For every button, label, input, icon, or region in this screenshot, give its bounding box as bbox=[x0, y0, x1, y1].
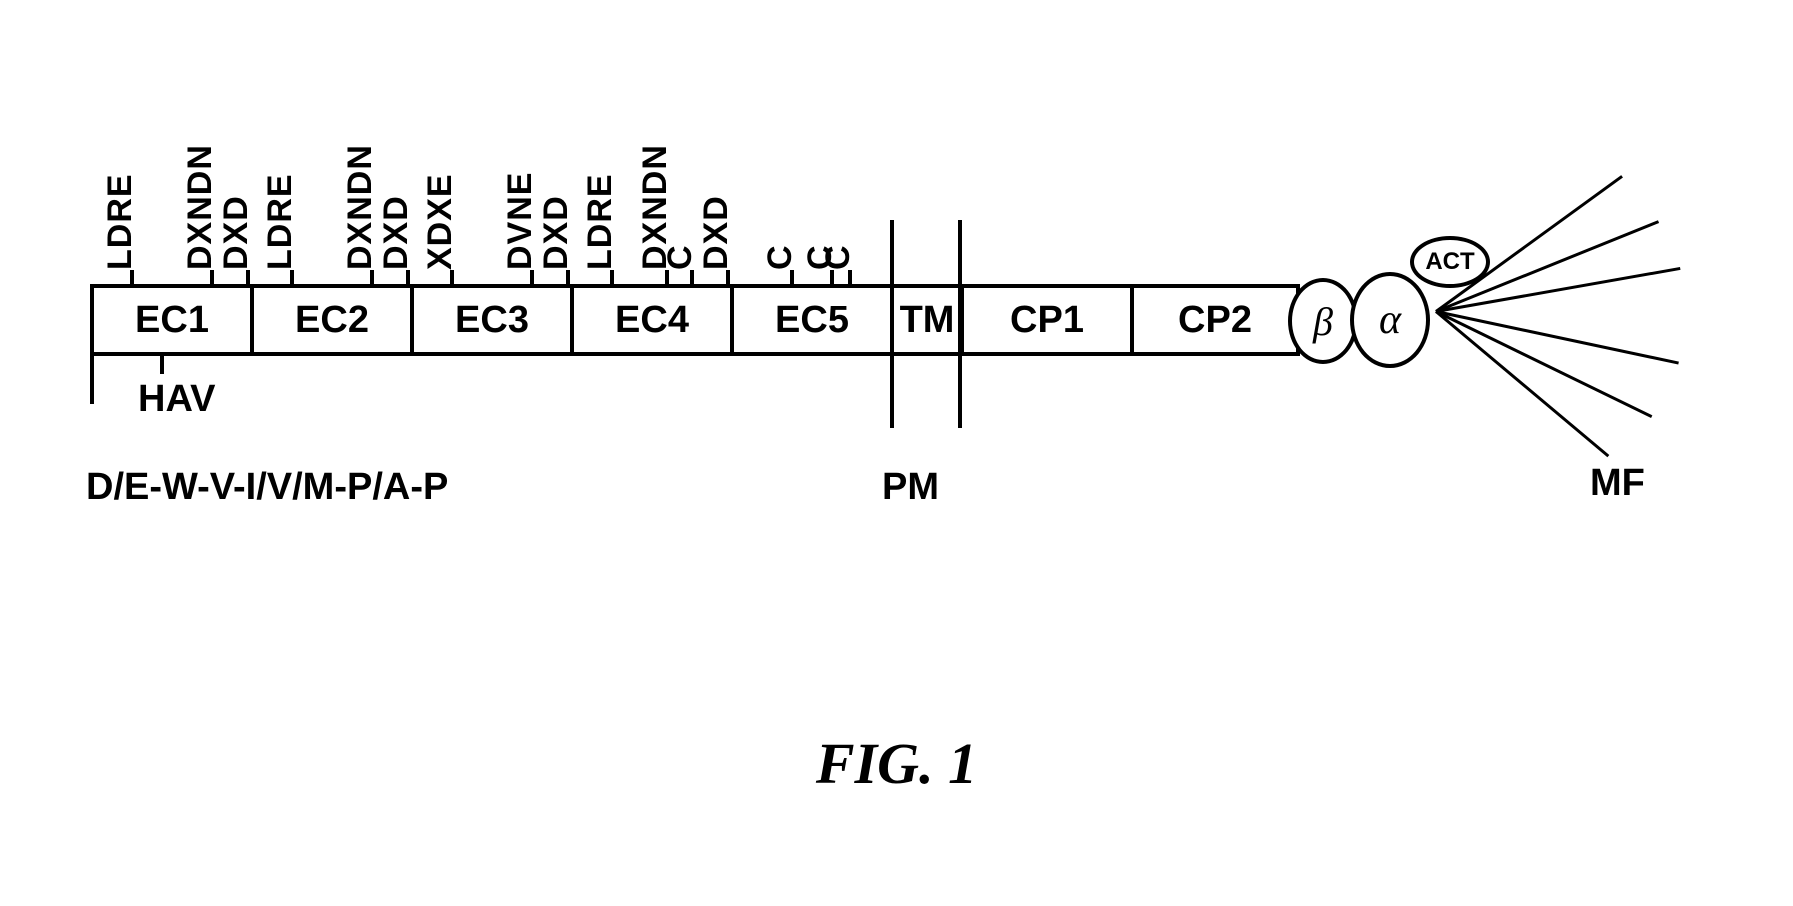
motif-tick bbox=[830, 270, 834, 284]
figure-caption: FIG. 1 bbox=[0, 730, 1793, 797]
motif-tick bbox=[726, 270, 730, 284]
mf-label: MF bbox=[1590, 462, 1645, 505]
motif-tick bbox=[290, 270, 294, 284]
motif-label: DXD bbox=[697, 195, 736, 270]
motif-tick bbox=[610, 270, 614, 284]
motif-tick bbox=[690, 270, 694, 284]
motif-label: DXNDN bbox=[341, 144, 380, 270]
domain-ec1: EC1 bbox=[90, 284, 250, 356]
motif-tick bbox=[848, 270, 852, 284]
motif-label: XDXE bbox=[421, 173, 460, 270]
hav-tick bbox=[160, 356, 164, 374]
motif-tick bbox=[406, 270, 410, 284]
motif-label: DXNDN bbox=[181, 144, 220, 270]
prosite-tick bbox=[90, 356, 94, 404]
alpha-label: α bbox=[1379, 296, 1401, 344]
motif-tick bbox=[665, 270, 669, 284]
motif-tick bbox=[370, 270, 374, 284]
motif-tick bbox=[246, 270, 250, 284]
motif-tick bbox=[450, 270, 454, 284]
motif-label: LDRE bbox=[581, 173, 620, 270]
prosite-sequence-label: D/E-W-V-I/V/M-P/A-P bbox=[86, 466, 448, 509]
motif-tick bbox=[566, 270, 570, 284]
motif-label: LDRE bbox=[101, 173, 140, 270]
hav-label: HAV bbox=[138, 378, 215, 421]
pm-line-left bbox=[890, 220, 894, 428]
motif-label: C bbox=[819, 244, 858, 270]
motif-label: DXD bbox=[217, 195, 256, 270]
pm-line-right bbox=[958, 220, 962, 428]
motif-label: DXD bbox=[537, 195, 576, 270]
motif-label: DVNE bbox=[501, 172, 540, 270]
motif-tick bbox=[130, 270, 134, 284]
domain-bar: EC1EC2EC3EC4EC5TMCP1CP2 bbox=[90, 284, 1300, 356]
motif-label: C bbox=[761, 244, 800, 270]
domain-cp2: CP2 bbox=[1130, 284, 1300, 356]
motif-label: C bbox=[661, 244, 700, 270]
domain-ec4: EC4 bbox=[570, 284, 730, 356]
motif-label: LDRE bbox=[261, 173, 300, 270]
beta-label: β bbox=[1313, 298, 1333, 345]
beta-catenin-ellipse: β bbox=[1288, 278, 1358, 364]
domain-ec3: EC3 bbox=[410, 284, 570, 356]
microfilament-line bbox=[1436, 310, 1679, 364]
act-label: ACT bbox=[1425, 248, 1474, 276]
domain-ec2: EC2 bbox=[250, 284, 410, 356]
domain-tm: TM bbox=[890, 284, 960, 356]
motif-label: DXD bbox=[377, 195, 416, 270]
motif-tick bbox=[210, 270, 214, 284]
alpha-catenin-ellipse: α bbox=[1350, 272, 1430, 368]
pm-label: PM bbox=[882, 466, 939, 509]
motif-tick bbox=[530, 270, 534, 284]
domain-cp1: CP1 bbox=[960, 284, 1130, 356]
protein-domain-diagram: LDREDXNDNDXDLDREDXNDNDXDXDXEDVNEDXDLDRED… bbox=[90, 90, 1710, 690]
motif-tick bbox=[790, 270, 794, 284]
domain-ec5: EC5 bbox=[730, 284, 890, 356]
